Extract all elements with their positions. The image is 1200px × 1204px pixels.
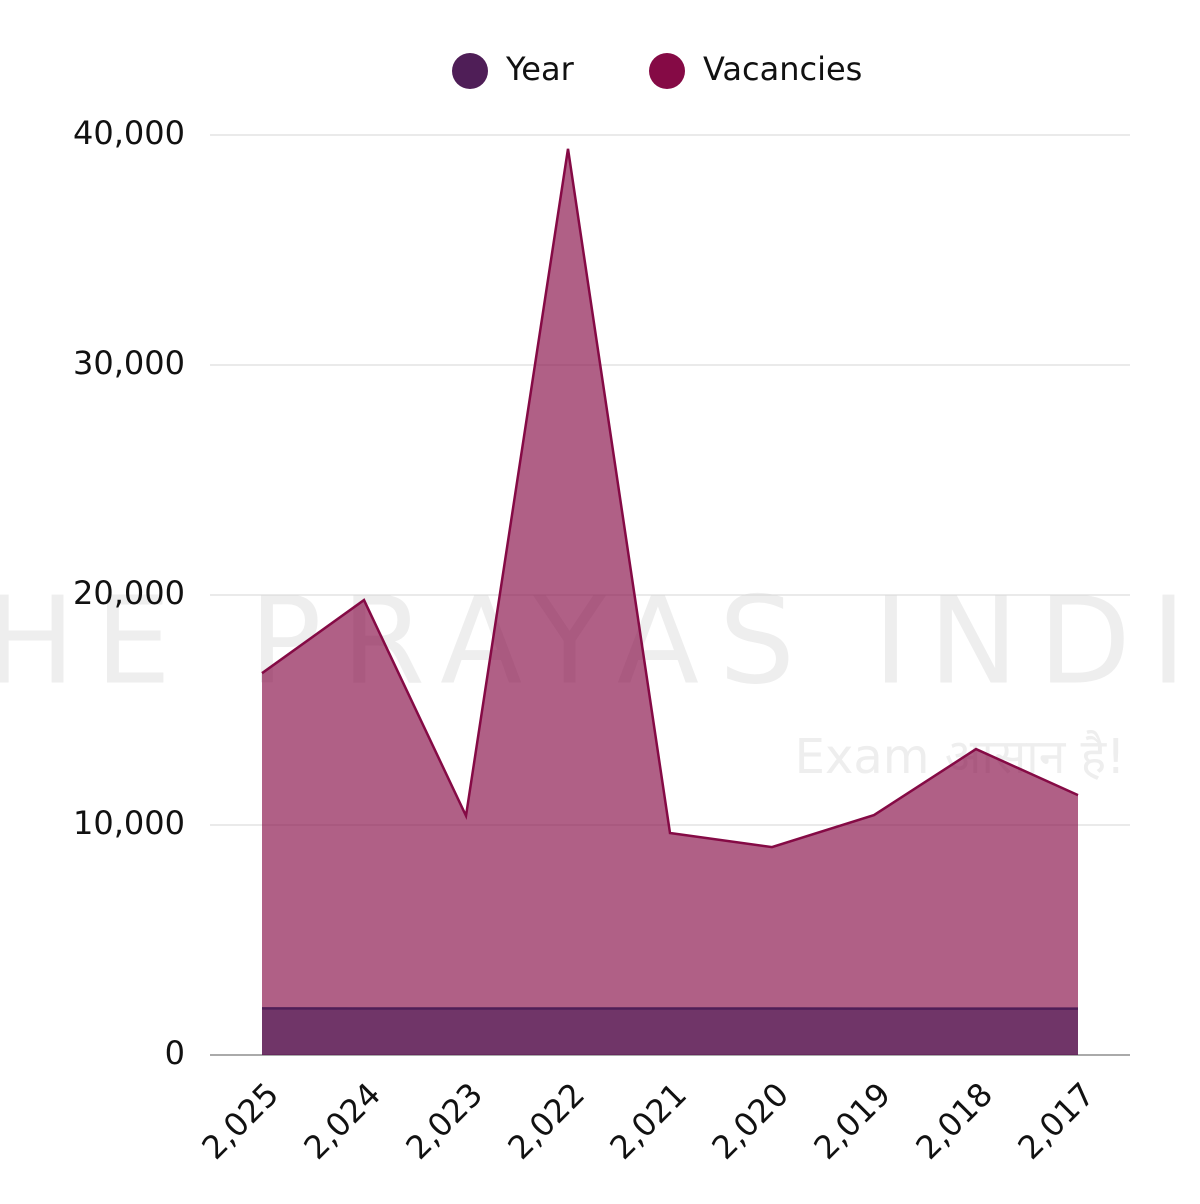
x-tick-label: 2,021 [602, 1075, 694, 1167]
legend-item: Year [452, 50, 575, 89]
y-tick-label: 30,000 [73, 344, 185, 382]
x-tick-label: 2,022 [500, 1075, 592, 1167]
x-tick-label: 2,017 [1010, 1075, 1102, 1167]
x-tick-label: 2,024 [296, 1075, 388, 1167]
x-tick-label: 2,025 [194, 1075, 286, 1167]
legend-swatch [452, 53, 488, 89]
legend-label: Vacancies [703, 50, 862, 88]
area [262, 1008, 1078, 1055]
y-tick-label: 0 [165, 1034, 185, 1072]
legend-swatch [649, 53, 685, 89]
x-tick-label: 2,019 [806, 1075, 898, 1167]
y-tick-label: 40,000 [73, 114, 185, 152]
legend-item: Vacancies [649, 50, 862, 89]
y-tick-label: 10,000 [73, 804, 185, 842]
x-tick-label: 2,020 [704, 1075, 796, 1167]
x-tick-label: 2,018 [908, 1075, 1000, 1167]
x-tick-label: 2,023 [398, 1075, 490, 1167]
legend-label: Year [505, 50, 575, 88]
y-tick-label: 20,000 [73, 574, 185, 612]
